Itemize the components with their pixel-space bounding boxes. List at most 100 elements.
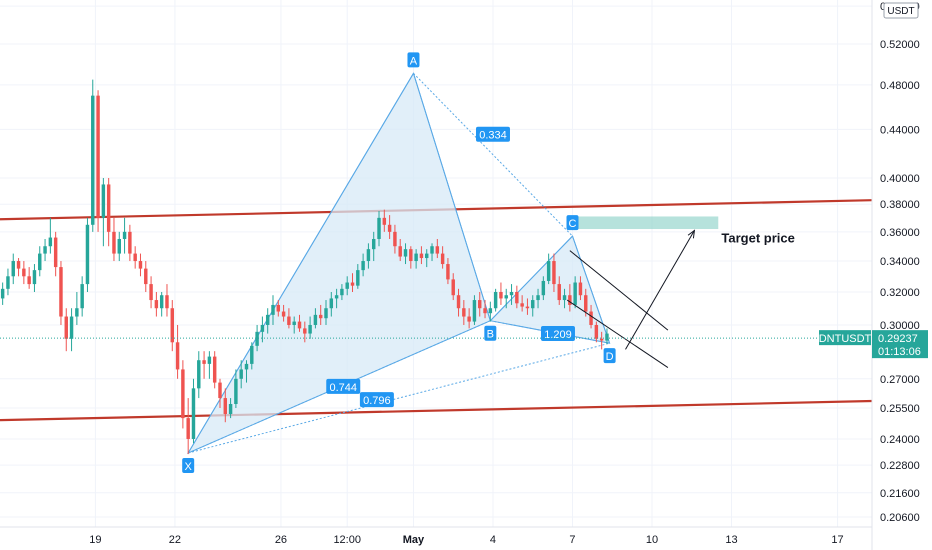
candle-body xyxy=(53,237,58,268)
candle-body xyxy=(594,324,599,339)
leg-cd xyxy=(572,235,611,344)
candle-body xyxy=(345,282,349,289)
candle-body xyxy=(22,268,26,277)
candle-body xyxy=(393,231,397,247)
candle-body xyxy=(387,224,392,232)
candle-body xyxy=(165,295,169,309)
time-tick-label: May xyxy=(403,534,425,546)
price-tick-label: 0.44000 xyxy=(880,124,920,136)
time-tick-label: 10 xyxy=(646,534,658,546)
point-label-A: A xyxy=(410,55,418,67)
candle-body xyxy=(340,288,344,296)
candle-body xyxy=(265,314,270,325)
candle-body xyxy=(324,308,328,319)
candle-body xyxy=(138,261,143,269)
ratio-badge xyxy=(475,126,510,142)
candle-body xyxy=(568,295,572,305)
candle-body xyxy=(599,338,604,341)
candle-body xyxy=(366,249,371,262)
candle-body xyxy=(520,303,524,307)
price-tick-label: 0.36000 xyxy=(880,227,920,239)
candle-body xyxy=(552,261,556,285)
candle-body xyxy=(356,270,360,286)
diag-xd xyxy=(188,342,610,454)
candle-body xyxy=(493,292,498,309)
candle-body xyxy=(281,311,286,317)
price-tick-label: 0.30000 xyxy=(880,320,920,332)
candle-body xyxy=(181,369,185,419)
point-label-D: D xyxy=(606,351,614,363)
candle-body xyxy=(409,249,413,262)
point-badge-C xyxy=(566,215,579,231)
time-axis: 19 22 26 12:00 May 4 7 10 13 17 xyxy=(0,526,872,546)
countdown-label: 01:13:06 xyxy=(878,346,921,358)
ratio-badge xyxy=(359,392,394,408)
candle-body xyxy=(371,238,376,250)
point-label-X: X xyxy=(185,461,193,473)
candle-body xyxy=(483,308,487,314)
candle-body xyxy=(207,356,212,364)
diag-ac xyxy=(413,72,573,237)
candle-body xyxy=(276,304,281,312)
point-badge-A xyxy=(407,52,420,68)
candle-body xyxy=(488,308,493,314)
candle-body xyxy=(43,246,47,254)
candle-body xyxy=(202,360,206,364)
candle-body xyxy=(313,314,318,325)
candle-body xyxy=(64,316,68,339)
candle-body xyxy=(456,295,461,309)
last-price-label: 0.29237 xyxy=(878,333,918,345)
candle-body xyxy=(85,224,90,285)
leg-bc xyxy=(489,235,573,322)
candle-body xyxy=(334,295,339,299)
candle-body xyxy=(250,345,254,364)
projection-arrowhead xyxy=(687,229,696,239)
overlays: Target price X A B C D 0.334 0.744 0.796 1.209 xyxy=(182,52,795,473)
candle-body xyxy=(112,231,116,254)
price-tick-label: 0.40000 xyxy=(880,173,920,185)
time-tick-label: 22 xyxy=(169,534,181,546)
candle-body xyxy=(515,292,519,304)
harmonic-pattern xyxy=(186,72,611,455)
price-tick-label: 0.20600 xyxy=(880,512,920,524)
candle-body xyxy=(75,308,79,317)
price-tick-label: 0.27000 xyxy=(880,374,920,386)
candle-body xyxy=(557,284,561,301)
candle-body xyxy=(318,314,323,319)
candle-body xyxy=(234,378,238,405)
candle-body xyxy=(154,300,159,309)
candle-body xyxy=(536,295,540,301)
time-tick-label: 19 xyxy=(89,534,101,546)
ratio-label: 0.334 xyxy=(479,130,507,142)
candle-body xyxy=(584,295,588,312)
time-tick-label: 7 xyxy=(569,534,575,546)
candle-body xyxy=(106,184,111,232)
candle-body xyxy=(271,304,275,315)
ratio-label: 0.796 xyxy=(363,395,391,407)
target-zone-rect xyxy=(569,216,719,230)
candle-body xyxy=(101,184,106,218)
unit-badge xyxy=(883,2,919,19)
candle-body xyxy=(91,95,95,225)
candle-body xyxy=(6,276,10,289)
candle-body xyxy=(467,316,471,322)
candle-body xyxy=(430,246,434,254)
candlesticks xyxy=(0,79,609,455)
candle-body xyxy=(122,231,127,239)
candle-body xyxy=(223,398,228,415)
candle-body xyxy=(504,295,508,299)
pattern-xab-fill xyxy=(186,72,491,455)
time-tick-label: 4 xyxy=(490,534,496,546)
candle-body xyxy=(350,282,355,286)
unit-label: USDT xyxy=(887,6,914,17)
candle-body xyxy=(244,363,249,370)
candle-body xyxy=(144,268,148,285)
time-tick-label: 12:00 xyxy=(333,534,361,546)
candle-body xyxy=(175,342,180,370)
price-tick-label: 0.48000 xyxy=(880,80,920,92)
point-label-C: C xyxy=(569,218,577,230)
leg-ab xyxy=(412,73,491,321)
time-tick-label: 17 xyxy=(831,534,843,546)
